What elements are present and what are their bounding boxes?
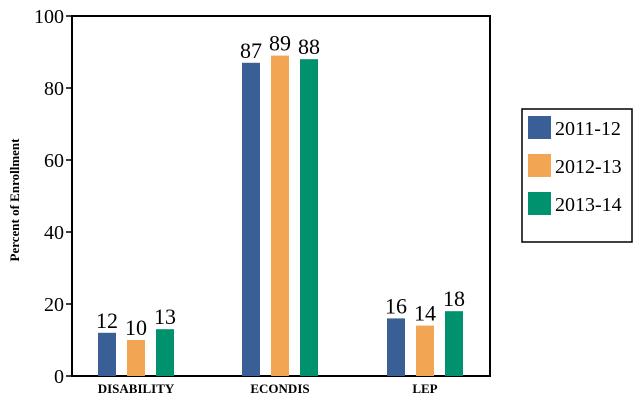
bar-econdis-2011-12 [242,62,260,377]
data-label: 89 [269,31,291,56]
data-label: 88 [298,34,320,59]
y-tick-label: 0 [54,366,64,388]
category-label: ECONDIS [250,381,309,396]
bar-disability-2013-14 [156,329,174,376]
bar-lep-2011-12 [387,318,405,376]
y-tick-label: 100 [34,6,64,28]
bar-disability-2012-13 [127,340,145,376]
data-label: 12 [96,308,118,333]
legend-swatch [528,154,551,177]
y-tick-label: 20 [44,294,64,316]
category-label: DISABILITY [98,381,175,396]
data-label: 18 [443,286,465,311]
legend-label: 2012-13 [555,156,622,178]
bar-lep-2013-14 [445,311,463,376]
plot-area: 0 20 40 60 80 100 12 10 13 DISABILITY 87 89 88 ECONDI… [34,6,491,396]
data-label: 13 [154,304,176,329]
legend: 2011-12 2012-13 2013-14 [521,108,633,243]
category-label: LEP [412,381,437,396]
bar-lep-2012-13 [416,325,434,376]
bar-econdis-2013-14 [300,59,318,376]
data-label: 87 [240,38,262,63]
y-tick-label: 60 [44,150,64,172]
y-tick-label: 80 [44,78,64,100]
data-label: 10 [125,315,147,340]
legend-swatch [528,192,551,215]
legend-label: 2011-12 [555,118,621,140]
data-label: 14 [414,301,436,326]
bar-econdis-2012-13 [271,55,289,376]
data-label: 16 [385,293,407,318]
legend-swatch [528,116,551,139]
y-axis-title: Percent of Enrollment [7,138,22,262]
y-tick-label: 40 [44,222,64,244]
bar-disability-2011-12 [98,332,116,376]
legend-label: 2013-14 [555,194,622,216]
